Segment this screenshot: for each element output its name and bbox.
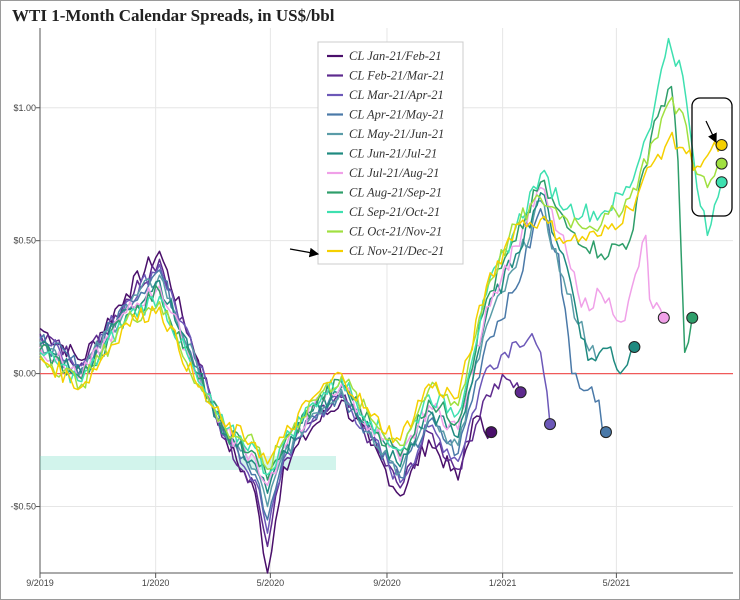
y-tick-label: $0.00 [13,369,36,379]
x-tick-label: 9/2020 [373,578,401,588]
legend-label: CL Feb-21/Mar-21 [349,69,445,83]
annotations [289,97,733,258]
x-tick-label: 1/2020 [142,578,170,588]
x-tick-label: 5/2020 [257,578,285,588]
marker-arrow [705,120,717,144]
series-group [39,37,723,574]
series-line [39,250,492,574]
legend-label: CL Jan-21/Feb-21 [349,49,441,63]
y-tick-label: -$0.50 [10,502,36,512]
x-tick-label: 5/2021 [603,578,631,588]
legend-label: CL Mar-21/Apr-21 [349,88,444,102]
legend-label: CL Aug-21/Sep-21 [349,186,442,200]
legend-arrow [289,247,320,258]
end-marker [544,418,557,431]
axes: 9/2019 1/2020 5/2020 9/2020 1/2021 5/2021 $1.0… [10,28,733,588]
legend-label: CL Sep-21/Oct-21 [349,205,440,219]
chart-title: WTI 1-Month Calendar Spreads, in US$/bbl [12,6,335,25]
x-tick-label: 9/2019 [26,578,54,588]
series-line [39,131,723,465]
series-line [39,208,607,521]
end-marker [715,157,728,170]
legend-label: CL Jun-21/Jul-21 [349,147,437,161]
legend-label: CL Nov-21/Dec-21 [349,244,444,258]
legend-label: CL May-21/Jun-21 [349,127,444,141]
end-marker [686,311,699,324]
series-line [39,96,722,471]
end-markers [485,138,728,439]
series-line [39,263,551,534]
end-marker [657,311,670,324]
end-marker [628,341,641,354]
series-line [39,200,598,508]
series-line [39,258,522,548]
end-marker [599,426,612,439]
y-tick-label: $0.50 [13,236,36,246]
y-tick-label: $1.00 [13,103,36,113]
end-marker [715,176,728,189]
legend-label: CL Oct-21/Nov-21 [349,225,442,239]
legend: CL Jan-21/Feb-21 CL Feb-21/Mar-21 CL Mar-2… [317,41,464,265]
highlight-box [691,97,733,217]
legend-label: CL Jul-21/Aug-21 [349,166,439,180]
end-marker [485,426,498,439]
end-marker [715,138,728,151]
legend-label: CL Apr-21/May-21 [349,108,444,122]
end-marker [514,386,527,399]
x-tick-label: 1/2021 [489,578,517,588]
